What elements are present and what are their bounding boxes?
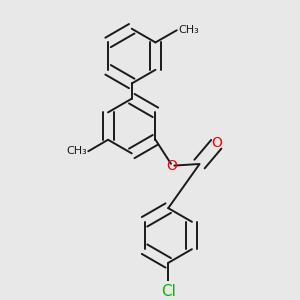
Text: CH₃: CH₃ — [66, 146, 87, 156]
Text: O: O — [167, 159, 178, 172]
Text: CH₃: CH₃ — [178, 25, 199, 35]
Text: O: O — [212, 136, 223, 150]
Text: Cl: Cl — [161, 284, 176, 299]
